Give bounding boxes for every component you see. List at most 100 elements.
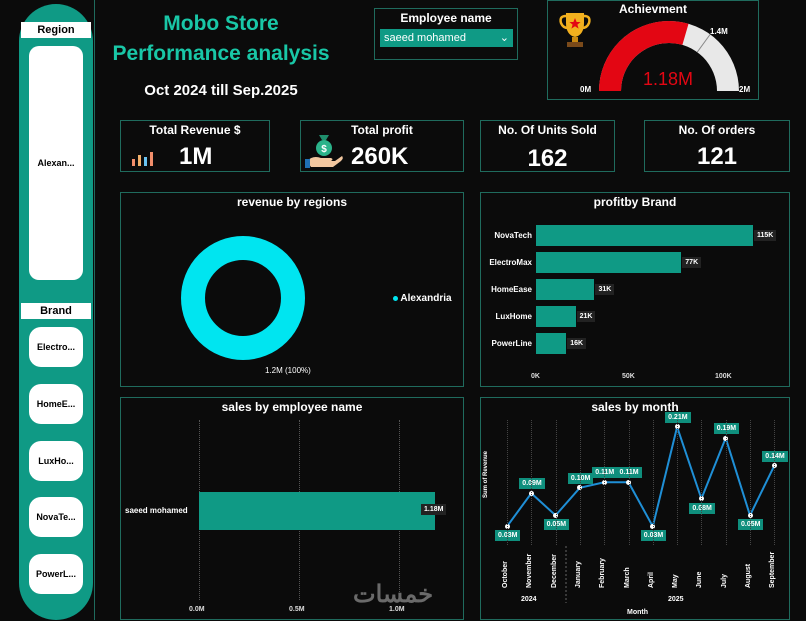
x-tick: June [696, 571, 704, 588]
bar-data-label: 31K [595, 284, 615, 295]
brand-option[interactable]: HomeE... [29, 384, 83, 424]
chart-title: revenue by regions [236, 195, 348, 209]
brand-bar[interactable] [536, 279, 595, 300]
money-hand-icon: $ [305, 135, 343, 168]
x-tick: April [647, 572, 655, 588]
x-axis-label: Month [627, 609, 648, 616]
dashboard-subtitle: Performance analysis [112, 42, 330, 65]
kpi-value: 1M [179, 143, 213, 170]
kpi-title: Total Revenue $ [149, 123, 241, 137]
gauge-value: 1.18M [642, 69, 694, 89]
gauge-target-marker [696, 34, 711, 53]
kpi-title: No. Of Units Sold [498, 123, 597, 137]
achievement-title: Achievment [618, 2, 688, 16]
brand-slicer-header: Brand [21, 303, 91, 319]
brand-bars-area: NovaTech 115K ElectroMax 77K HomeEase 31K LuxH… [481, 193, 791, 388]
slicer-column: Region Alexan... Brand Electro... HomeE.… [0, 0, 95, 620]
achievement-card: Achievment 1.18M 0M 2M 1.4M [547, 0, 759, 100]
kpi-units-sold: No. Of Units Sold 162 [480, 120, 615, 172]
kpi-value: 121 [696, 143, 738, 170]
x-tick: August [745, 563, 752, 588]
kpi-total-profit: Total profit $ 260K [300, 120, 464, 172]
brand-option[interactable]: LuxHo... [29, 441, 83, 481]
brand-option[interactable]: NovaTe... [29, 497, 83, 537]
profit-by-brand-chart: profitby Brand NovaTech 115K ElectroMax 77K… [480, 192, 790, 387]
bar-category-label: LuxHome [495, 312, 532, 321]
brand-bar[interactable] [536, 225, 753, 246]
line-labels-area: 0.03M October 0.09M November 0.05M December 0.… [481, 398, 791, 621]
employee-filter: Employee name saeed mohamed ⌄ [374, 8, 518, 60]
donut-slice-alexandria [181, 236, 305, 360]
watermark: خمسات [353, 581, 434, 608]
gauge-target-label: 1.4M [710, 27, 728, 36]
region-slicer-header: Region [21, 22, 91, 38]
bar-data-label: 16K [567, 338, 587, 349]
x-tick: 100K [715, 373, 732, 380]
gauge-max-label: 2M [739, 85, 751, 94]
period-label: Oct 2024 till Sep.2025 [144, 82, 298, 99]
donut-data-label: 1.2M (100%) [265, 366, 311, 375]
bar-data-label: 115K [754, 230, 777, 241]
kpi-title: No. Of orders [678, 123, 756, 137]
gridline [531, 420, 533, 545]
bar-category-label: NovaTech [494, 231, 532, 240]
x-tick: 1.0M [389, 606, 405, 613]
employee-bar[interactable] [199, 492, 435, 530]
kpi-title: Total profit [351, 123, 413, 137]
donut-chart [181, 236, 305, 360]
x-tick: 50K [622, 373, 635, 380]
legend-label: Alexandria [400, 293, 452, 304]
employee-dropdown-value: saeed mohamed [384, 32, 466, 44]
legend-dot [393, 295, 398, 301]
gridline [628, 420, 630, 545]
chart-title: sales by month [591, 400, 679, 414]
dashboard-title: Mobo Store [163, 12, 279, 35]
region-slicer[interactable]: Alexan... [29, 46, 83, 280]
gauge-min-label: 0M [580, 85, 592, 94]
region-option[interactable]: Alexan... [37, 158, 75, 168]
gridline [725, 420, 727, 545]
x-tick: February [599, 558, 607, 588]
employee-filter-label: Employee name [400, 11, 492, 25]
x-tick: November [526, 553, 534, 588]
brand-option[interactable]: PowerL... [29, 554, 83, 594]
gridline [555, 420, 557, 545]
trophy-icon [559, 13, 591, 47]
bar-category-label: ElectroMax [489, 258, 532, 267]
gridline [507, 420, 508, 545]
x-tick: May [672, 574, 680, 588]
brand-bar[interactable] [536, 306, 576, 327]
bar-data-label: 21K [576, 311, 596, 322]
kpi-value: 162 [527, 145, 568, 172]
bar-category-label: HomeEase [491, 285, 532, 294]
svg-text:$: $ [321, 144, 327, 155]
legend-item[interactable]: Alexandria [393, 293, 452, 304]
year-label: 2024 [521, 596, 537, 603]
x-tick: January [574, 561, 582, 588]
bar-data-label: 77K [682, 257, 702, 268]
x-tick: 0.5M [289, 606, 305, 613]
revenue-line [506, 423, 776, 530]
gridline [652, 420, 654, 545]
x-tick: March [623, 567, 631, 588]
gridline [750, 420, 751, 545]
x-tick: July [720, 573, 728, 588]
gridline [579, 420, 581, 545]
employee-dropdown[interactable]: saeed mohamed ⌄ [380, 29, 513, 47]
gridline [604, 420, 606, 545]
sales-by-employee-chart: sales by employee name saeed mohamed 1.1… [120, 397, 464, 620]
brand-bar[interactable] [536, 333, 567, 354]
gridline [677, 420, 679, 545]
kpi-value: 260K [351, 143, 409, 170]
bar-data-label: 1.18M [421, 504, 447, 515]
revenue-by-regions-chart: revenue by regions 1.2M (100%) Alexandri… [120, 192, 464, 387]
sales-by-month-chart: sales by month Sum of Revenue 0.03M Octob… [480, 397, 790, 620]
bar-category-label: PowerLine [491, 339, 532, 348]
brand-bar[interactable] [536, 252, 682, 273]
kpi-orders: No. Of orders 121 [644, 120, 790, 172]
brand-option[interactable]: Electro... [29, 327, 83, 367]
x-tick: 0K [531, 373, 540, 380]
chart-title: profitby Brand [593, 195, 677, 209]
x-tick: 0.0M [189, 606, 205, 613]
bar-chart-icon [132, 152, 153, 166]
